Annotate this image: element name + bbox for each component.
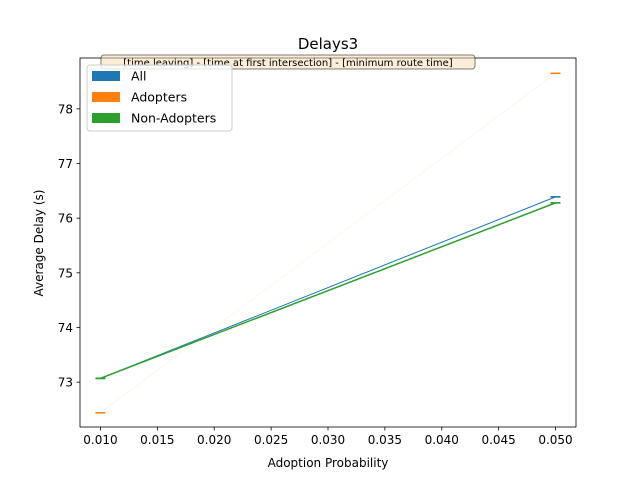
- legend-swatch: [92, 113, 120, 123]
- chart-title: Delays3: [298, 35, 358, 53]
- legend-label: Adopters: [131, 90, 187, 105]
- x-tick-label: 0.040: [425, 433, 459, 447]
- annotation-text: [time leaving] - [time at first intersec…: [123, 58, 453, 69]
- legend-swatch: [92, 92, 120, 102]
- series-line-adopters: [100, 73, 556, 413]
- legend-label: Non-Adopters: [131, 111, 216, 126]
- x-tick-label: 0.035: [368, 433, 402, 447]
- x-tick-label: 0.020: [197, 433, 231, 447]
- x-tick-label: 0.050: [538, 433, 572, 447]
- legend: All Adopters Non-Adopters: [86, 64, 233, 132]
- legend-box: [86, 64, 233, 132]
- legend-label: All: [131, 69, 147, 84]
- x-tick-label: 0.030: [311, 433, 345, 447]
- series-line-all: [100, 196, 556, 379]
- y-tick-label: 75: [58, 266, 73, 280]
- y-tick-label: 76: [58, 212, 73, 226]
- legend-swatch: [92, 71, 120, 81]
- x-axis-label: Adoption Probability: [268, 456, 389, 470]
- y-tick-label: 78: [58, 102, 73, 116]
- series-line-non-adopters: [100, 202, 556, 380]
- y-tick-label: 73: [58, 376, 73, 390]
- y-axis-label: Average Delay (s): [32, 190, 46, 297]
- x-tick-label: 0.025: [254, 433, 288, 447]
- x-tick-label: 0.010: [83, 433, 117, 447]
- x-tick-label: 0.015: [140, 433, 174, 447]
- y-tick-label: 74: [58, 321, 73, 335]
- y-tick-label: 77: [58, 157, 73, 171]
- plot-marks: [95, 72, 561, 414]
- x-tick-label: 0.045: [481, 433, 515, 447]
- axes: 0.010 0.015 0.020 0.025 0.030 0.035 0.040 0.045…: [58, 57, 577, 447]
